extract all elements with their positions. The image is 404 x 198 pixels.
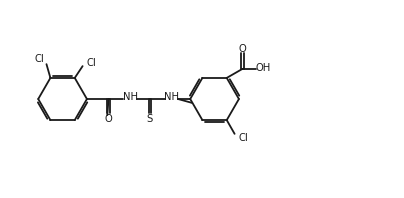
Text: NH: NH (123, 92, 138, 102)
Text: O: O (105, 114, 112, 124)
Text: OH: OH (255, 63, 271, 73)
Text: NH: NH (164, 92, 179, 102)
Text: O: O (239, 44, 246, 54)
Text: Cl: Cl (34, 54, 44, 65)
Text: Cl: Cl (86, 58, 96, 68)
Text: S: S (147, 114, 153, 124)
Text: Cl: Cl (238, 133, 248, 143)
